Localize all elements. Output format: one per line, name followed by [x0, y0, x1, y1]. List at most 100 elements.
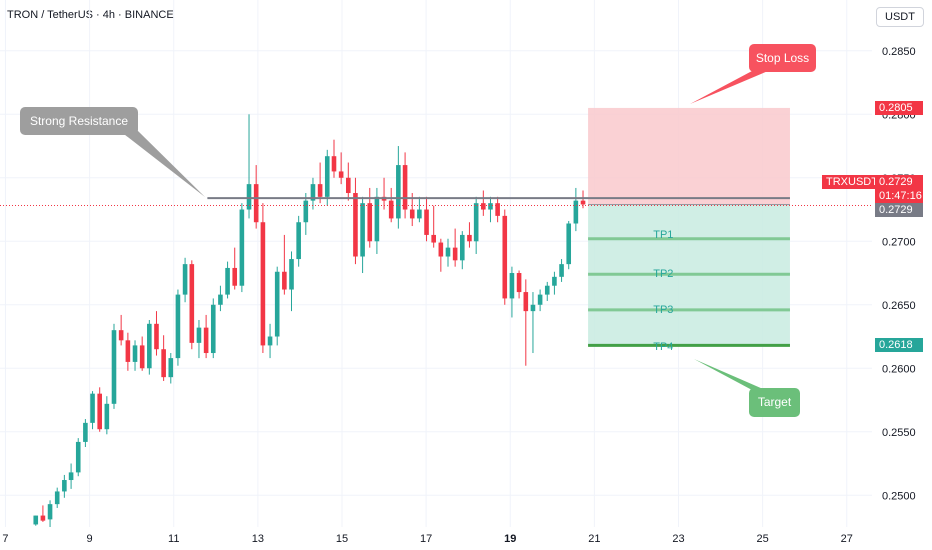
candle-body [62, 480, 67, 492]
resistance-pointer [120, 131, 205, 197]
candle-body [552, 276, 557, 286]
candle-body [40, 515, 46, 521]
candle-body [175, 294, 181, 359]
candle-body [54, 491, 60, 505]
y-tick-label: 0.2500 [882, 490, 916, 502]
candle-body [125, 340, 131, 362]
candle-body [118, 330, 124, 341]
candle-body [367, 203, 373, 242]
entry-price-label: 0.2729 [875, 203, 923, 217]
candle-body [502, 215, 508, 299]
candle-body [289, 259, 294, 290]
candle-body [132, 345, 138, 362]
candle-body [559, 264, 564, 277]
stop-loss-callout[interactable]: Stop Loss [749, 44, 816, 72]
target-price-label: 0.2618 [875, 338, 923, 353]
candle-body [218, 294, 223, 305]
candle-body [424, 209, 429, 235]
candle-body [431, 234, 436, 243]
candle-body [83, 422, 88, 442]
candle-body [161, 349, 166, 378]
candle-body [338, 171, 344, 178]
candle-body [111, 330, 117, 404]
candle-body [544, 285, 550, 295]
y-tick-label: 0.2850 [882, 46, 916, 58]
candle-body [452, 247, 458, 261]
callout-pointers [120, 71, 770, 392]
candle-body [438, 242, 444, 257]
x-tick-label: 7 [2, 533, 8, 545]
level-lines [0, 197, 872, 347]
x-tick-label: 23 [672, 533, 684, 545]
candle-body [353, 193, 358, 257]
candle-body [282, 271, 287, 290]
candle-body [47, 504, 53, 520]
candle-body [310, 184, 316, 201]
candle-body [104, 403, 110, 430]
candle-body [225, 267, 230, 295]
candle-body [396, 165, 401, 219]
candle-body [537, 294, 543, 305]
x-tick-label: 25 [757, 533, 769, 545]
candle-body [402, 165, 408, 210]
candle-body [459, 234, 465, 261]
candle-body [495, 203, 500, 216]
candle-body [573, 200, 579, 224]
candle-body [530, 304, 536, 312]
candle-body [488, 203, 493, 210]
candle-body [68, 472, 74, 481]
x-tick-label: 21 [588, 533, 600, 545]
last-price-label: 0.2729 [875, 175, 923, 189]
candle-body [196, 327, 202, 343]
candle-body [409, 209, 415, 219]
x-tick-label: 15 [336, 533, 348, 545]
candle-body [147, 323, 152, 369]
y-tick-label: 0.2550 [882, 427, 916, 439]
y-tick-label: 0.2600 [882, 363, 916, 375]
candle-body [139, 345, 145, 369]
candle-body [467, 234, 472, 242]
candle-body [97, 393, 102, 430]
candle-body [580, 200, 586, 205]
candle-body [388, 200, 394, 219]
y-tick-label: 0.2700 [882, 236, 916, 248]
candle-body [168, 358, 174, 378]
candle-body [360, 203, 365, 257]
tp4-label: TP4 [653, 341, 674, 354]
y-tick-label: 0.2650 [882, 300, 916, 312]
candle-body [253, 184, 259, 223]
candle-body [445, 247, 451, 257]
symbol-title: TRON / TetherUS · 4h · BINANCE [7, 9, 174, 21]
candle-body [232, 267, 238, 286]
candle-body [516, 273, 522, 293]
candle-body [75, 441, 81, 473]
candle-body [260, 222, 266, 346]
candle-body [33, 515, 39, 525]
candle-body [473, 203, 479, 242]
candle-body [296, 222, 301, 260]
candle-body [203, 327, 209, 354]
tp3-label: TP3 [653, 303, 674, 316]
x-tick-label: 9 [87, 533, 93, 545]
x-tick-label: 17 [420, 533, 432, 545]
target-pointer [694, 359, 770, 392]
candle-body [210, 304, 216, 354]
candle-body [509, 273, 515, 299]
countdown-label: 01:47:16 [875, 189, 923, 203]
candle-body [331, 156, 337, 172]
candle-body [274, 271, 280, 337]
target-callout[interactable]: Target [749, 388, 800, 417]
tp2-label: TP2 [653, 268, 674, 281]
candles [33, 114, 586, 527]
candle-body [239, 209, 245, 286]
candle-body [303, 200, 309, 223]
x-tick-label: 19 [504, 533, 516, 545]
strong-resistance-callout[interactable]: Strong Resistance [20, 107, 138, 135]
x-tick-label: 11 [168, 533, 179, 545]
currency-selector[interactable]: USDT [876, 7, 924, 27]
candle-body [154, 323, 159, 350]
tp1-label: TP1 [653, 228, 674, 241]
candle-body [246, 184, 252, 210]
candle-body [189, 264, 195, 343]
